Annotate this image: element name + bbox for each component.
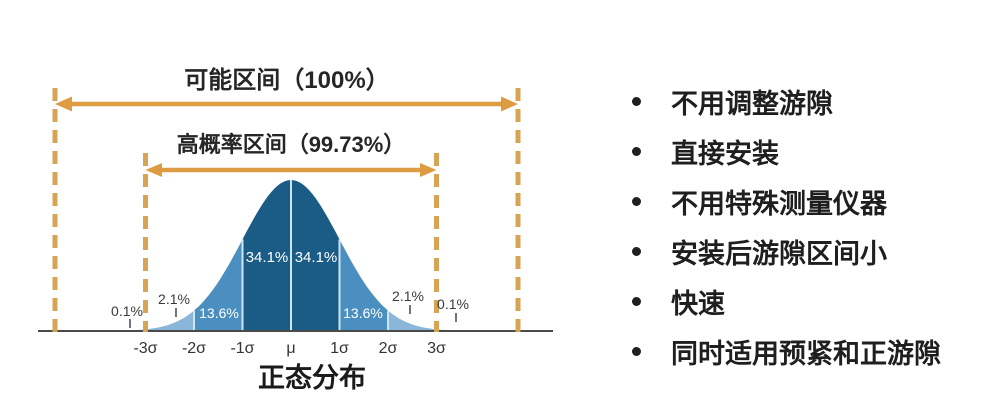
pct-label-mid-left: 13.6% (199, 305, 239, 321)
normal-distribution-chart: 0.1% 2.1% 13.6% 34.1% 34.1% 13.6% 2.1% 0… (38, 88, 553, 357)
feature-item: 直接安装 (632, 126, 998, 176)
axis-tick-minus-2sigma: -2σ (182, 340, 206, 357)
arrow-head-right (420, 163, 437, 177)
feature-item: 同时适用预紧和正游隙 (632, 326, 998, 376)
bullet-icon (632, 346, 641, 356)
pct-label-mid-right: 13.6% (343, 305, 383, 321)
feature-item-label: 不用调整游隙 (671, 88, 833, 119)
feature-item: 安装后游隙区间小 (632, 226, 998, 276)
pct-label-outer-left: 2.1% (158, 291, 190, 307)
axis-tick-plus-2sigma: 2σ (379, 340, 398, 357)
chart-title: 正态分布 (258, 363, 366, 393)
bullet-icon (632, 196, 641, 206)
feature-list: 不用调整游隙 直接安装 不用特殊测量仪器 安装后游隙区间小 快速 同时适用预紧和… (632, 76, 998, 376)
pct-label-tail-left: 0.1% (111, 303, 143, 319)
axis-tick-plus-3sigma: 3σ (427, 340, 446, 357)
axis-tick-minus-3sigma: -3σ (133, 340, 157, 357)
feature-item: 不用调整游隙 (632, 76, 998, 126)
bell-segment-5 (291, 180, 340, 331)
bullet-icon (632, 246, 641, 256)
feature-item: 不用特殊测量仪器 (632, 176, 998, 226)
feature-item-label: 不用特殊测量仪器 (671, 188, 887, 219)
bullet-icon (632, 146, 641, 156)
bullet-icon (632, 296, 641, 306)
feature-item-label: 快速 (671, 288, 725, 319)
interval-100-label: 可能区间（100%） (184, 67, 390, 94)
pct-label-tail-right: 0.1% (437, 296, 469, 312)
bullet-icon (632, 96, 641, 106)
interval-100-arrow (55, 96, 518, 112)
bell-segment-7 (388, 310, 437, 331)
bell-segment-4 (242, 180, 291, 331)
pct-label-core-right: 34.1% (295, 249, 338, 266)
arrow-head-left (55, 96, 72, 112)
feature-item: 快速 (632, 276, 998, 326)
axis-tick-mu: μ (286, 340, 295, 357)
interval-9973-label: 高概率区间（99.73%） (176, 132, 406, 157)
pct-label-core-left: 34.1% (246, 249, 289, 266)
axis-tick-plus-1sigma: 1σ (330, 340, 349, 357)
feature-item-label: 同时适用预紧和正游隙 (671, 338, 941, 369)
arrow-head-right (501, 96, 518, 112)
axis-tick-minus-1sigma: -1σ (230, 340, 254, 357)
feature-item-label: 安装后游隙区间小 (671, 238, 887, 269)
bell-segment-3 (194, 239, 243, 331)
bell-curve (97, 180, 485, 331)
pct-label-outer-right: 2.1% (392, 288, 424, 304)
bell-segment-6 (339, 239, 388, 331)
bell-segment-2 (145, 310, 194, 331)
interval-9973-arrow (145, 163, 437, 177)
arrow-head-left (145, 163, 162, 177)
feature-item-label: 直接安装 (671, 138, 779, 169)
